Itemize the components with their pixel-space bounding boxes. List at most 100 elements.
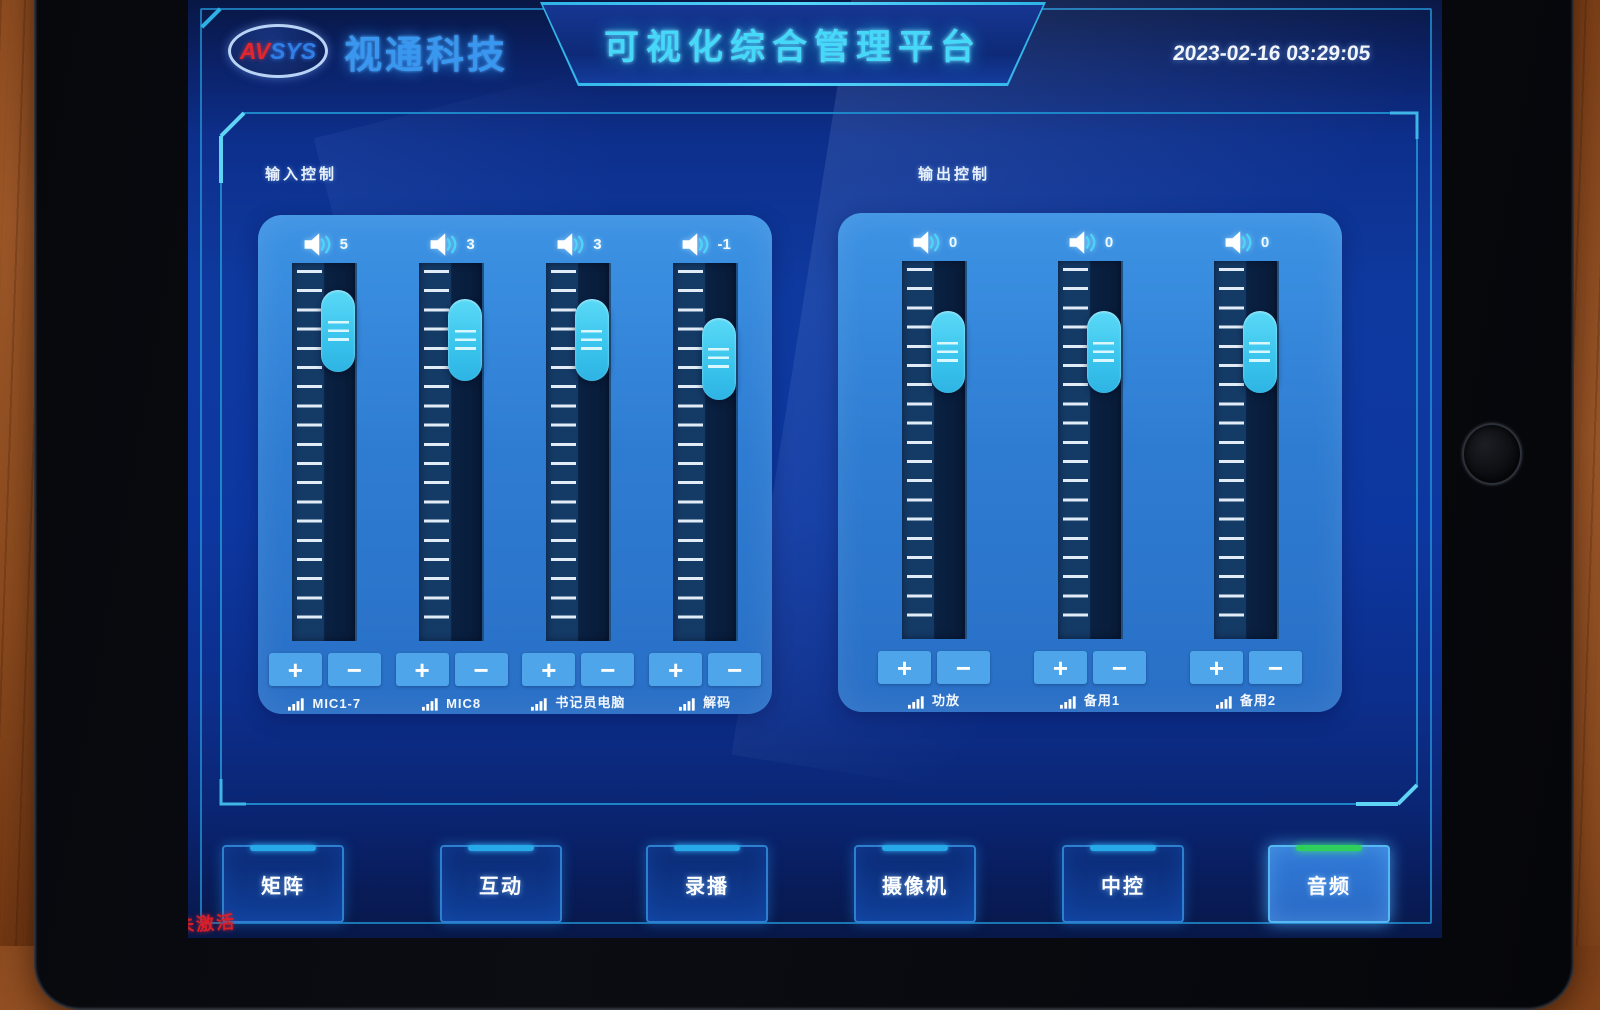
- fader-tick-marks: [550, 270, 576, 634]
- fader-thumb[interactable]: [930, 311, 965, 393]
- fader-buttons: + −: [1190, 651, 1302, 684]
- fader-buttons: + −: [522, 653, 635, 686]
- volume-down-button[interactable]: −: [1249, 651, 1302, 684]
- nav-notch: [674, 845, 740, 851]
- nav-notch: [1090, 845, 1156, 851]
- volume-up-button[interactable]: +: [395, 653, 449, 686]
- volume-down-button[interactable]: −: [1093, 651, 1146, 684]
- equalizer-icon: [1059, 696, 1076, 709]
- fader-channel: 0 + − 功放: [874, 213, 994, 712]
- fader-track[interactable]: [1213, 261, 1279, 639]
- brand-logo-row: AV SYS 视通科技: [228, 20, 508, 82]
- nav-label: 矩阵: [261, 875, 305, 898]
- fader-buttons: + −: [268, 653, 381, 686]
- equalizer-icon: [679, 698, 695, 711]
- fader-buttons: + −: [1034, 651, 1146, 684]
- fader-track[interactable]: [672, 263, 738, 641]
- channel-value: -1: [717, 235, 731, 253]
- clock-timestamp: 2023-02-16 03:29:05: [1172, 42, 1372, 65]
- fader-grip-lines: [581, 329, 603, 351]
- nav-notch: [882, 845, 948, 851]
- inactive-status-text: 未激活: [188, 911, 237, 937]
- volume-down-button[interactable]: −: [937, 651, 990, 684]
- fader-buttons: + −: [878, 651, 990, 684]
- logo-text-sys: SYS: [270, 37, 317, 64]
- fader-thumb[interactable]: [574, 299, 609, 382]
- fader-tick-marks: [297, 270, 323, 634]
- fader-tick-marks: [906, 268, 932, 632]
- speaker-icon: [431, 232, 457, 256]
- nav-button-2[interactable]: 互动: [440, 845, 562, 923]
- fader-channel: 3 + − 书记员电脑: [518, 215, 638, 714]
- fader-track[interactable]: [292, 263, 358, 641]
- volume-down-button[interactable]: −: [327, 653, 381, 686]
- channel-value: 5: [339, 235, 348, 253]
- channel-label-row: MIC1-7: [288, 695, 361, 711]
- nav-button-6[interactable]: 音频: [1268, 845, 1390, 923]
- title-banner: 可视化综合管理平台: [540, 2, 1046, 86]
- input-section-label: 输入控制: [265, 166, 338, 183]
- fader-track[interactable]: [901, 261, 967, 639]
- main-panel: 输入控制 输出控制 5 + −: [218, 111, 1420, 806]
- nav-button-1[interactable]: 矩阵: [222, 845, 344, 923]
- main-panel-border: [219, 111, 1419, 806]
- fader-tick-marks: [677, 270, 703, 634]
- volume-down-button[interactable]: −: [581, 653, 635, 686]
- equalizer-icon: [531, 698, 548, 711]
- channel-header: 0: [911, 227, 957, 257]
- channel-value: 0: [1260, 233, 1270, 251]
- channel-header: 0: [1223, 227, 1269, 257]
- equalizer-icon: [288, 698, 305, 711]
- channel-label-row: 功放: [907, 693, 960, 709]
- fader-thumb[interactable]: [1242, 311, 1277, 393]
- speaker-icon: [682, 232, 708, 256]
- nav-button-3[interactable]: 录播: [646, 845, 768, 923]
- fader-grip-lines: [937, 341, 958, 363]
- nav-label: 录播: [685, 875, 729, 898]
- volume-up-button[interactable]: +: [1190, 651, 1243, 684]
- volume-up-button[interactable]: +: [268, 653, 322, 686]
- fader-track[interactable]: [1057, 261, 1123, 639]
- nav-label: 音频: [1307, 875, 1351, 898]
- channel-value: 0: [948, 233, 958, 251]
- fader-grip-lines: [327, 320, 349, 342]
- fader-channel: 5 + − MIC1-7: [265, 215, 385, 714]
- fader-channel: 0 + − 备用1: [1030, 213, 1150, 712]
- speaker-icon: [304, 232, 331, 256]
- fader-grip-lines: [454, 329, 476, 351]
- fader-thumb[interactable]: [321, 290, 356, 372]
- page-title: 可视化综合管理平台: [603, 27, 982, 67]
- fader-track[interactable]: [545, 263, 611, 641]
- volume-up-button[interactable]: +: [1034, 651, 1087, 684]
- nav-button-4[interactable]: 摄像机: [854, 845, 976, 923]
- volume-up-button[interactable]: +: [878, 651, 931, 684]
- channel-name: 解码: [703, 695, 732, 710]
- output-section-label: 输出控制: [918, 166, 991, 183]
- volume-down-button[interactable]: −: [454, 653, 508, 686]
- equalizer-icon: [907, 696, 924, 709]
- fader-thumb[interactable]: [1086, 311, 1121, 393]
- title-banner-inner: 可视化综合管理平台: [543, 5, 1043, 83]
- channel-label-row: 解码: [679, 695, 731, 711]
- tablet-camera-hole: [1462, 423, 1522, 485]
- fader-channel: 3 + − MIC8: [392, 215, 512, 714]
- channel-header: 5: [302, 229, 348, 259]
- fader-track[interactable]: [419, 263, 485, 641]
- channel-label-row: 备用1: [1059, 693, 1120, 709]
- channel-label-row: MIC8: [422, 695, 481, 711]
- fader-thumb[interactable]: [701, 317, 736, 400]
- channel-header: 0: [1067, 227, 1113, 257]
- equalizer-icon: [1215, 696, 1232, 709]
- volume-up-button[interactable]: +: [649, 653, 703, 686]
- fader-thumb[interactable]: [448, 299, 483, 382]
- nav-button-5[interactable]: 中控: [1062, 845, 1184, 923]
- volume-down-button[interactable]: −: [708, 653, 762, 686]
- fader-tick-marks: [1218, 268, 1244, 632]
- channel-label-row: 备用2: [1215, 693, 1276, 709]
- nav-label: 中控: [1101, 875, 1145, 898]
- avsys-logo: AV SYS: [228, 24, 328, 78]
- fader-channel: 0 + − 备用2: [1186, 213, 1306, 712]
- input-fader-panel: 5 + − MIC1-7: [258, 215, 772, 714]
- channel-name: MIC1-7: [312, 696, 362, 711]
- volume-up-button[interactable]: +: [522, 653, 576, 686]
